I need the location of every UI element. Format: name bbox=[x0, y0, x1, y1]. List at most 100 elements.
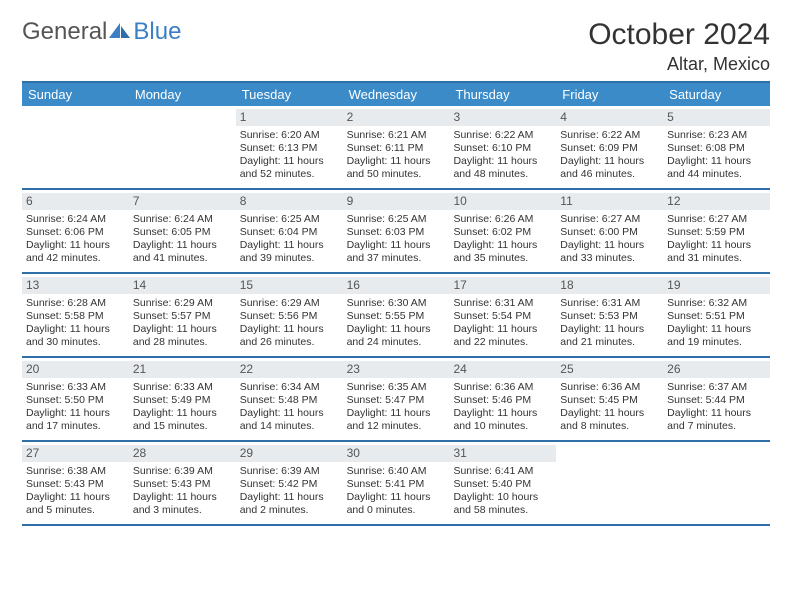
day-info-line: Sunrise: 6:40 AM bbox=[347, 465, 446, 478]
day-number: 8 bbox=[236, 193, 343, 210]
day-info-line: Sunset: 5:56 PM bbox=[240, 310, 339, 323]
day-cell: 2Sunrise: 6:21 AMSunset: 6:11 PMDaylight… bbox=[343, 106, 450, 188]
day-info-line: Daylight: 11 hours bbox=[347, 491, 446, 504]
day-info-line: and 33 minutes. bbox=[560, 252, 659, 265]
day-info-line: Sunrise: 6:21 AM bbox=[347, 129, 446, 142]
day-info-line: Sunset: 5:57 PM bbox=[133, 310, 232, 323]
day-cell: 24Sunrise: 6:36 AMSunset: 5:46 PMDayligh… bbox=[449, 358, 556, 440]
day-info-line: Daylight: 11 hours bbox=[667, 155, 766, 168]
day-number: 17 bbox=[449, 277, 556, 294]
day-info-line: Sunset: 5:42 PM bbox=[240, 478, 339, 491]
day-cell: 17Sunrise: 6:31 AMSunset: 5:54 PMDayligh… bbox=[449, 274, 556, 356]
day-info-line: and 41 minutes. bbox=[133, 252, 232, 265]
week-row: 13Sunrise: 6:28 AMSunset: 5:58 PMDayligh… bbox=[22, 274, 770, 358]
day-number: 28 bbox=[129, 445, 236, 462]
day-cell: 6Sunrise: 6:24 AMSunset: 6:06 PMDaylight… bbox=[22, 190, 129, 272]
day-number: 5 bbox=[663, 109, 770, 126]
day-info-line: Daylight: 11 hours bbox=[240, 155, 339, 168]
day-info-line: Sunset: 5:55 PM bbox=[347, 310, 446, 323]
day-info-line: Sunrise: 6:31 AM bbox=[453, 297, 552, 310]
day-info-line: and 5 minutes. bbox=[26, 504, 125, 517]
day-cell: 23Sunrise: 6:35 AMSunset: 5:47 PMDayligh… bbox=[343, 358, 450, 440]
day-cell bbox=[129, 106, 236, 188]
day-info-line: Daylight: 11 hours bbox=[667, 323, 766, 336]
day-cell: 27Sunrise: 6:38 AMSunset: 5:43 PMDayligh… bbox=[22, 442, 129, 524]
week-row: 1Sunrise: 6:20 AMSunset: 6:13 PMDaylight… bbox=[22, 106, 770, 190]
day-info-line: Daylight: 11 hours bbox=[560, 407, 659, 420]
day-info-line: Sunset: 5:44 PM bbox=[667, 394, 766, 407]
day-info-line: Sunrise: 6:28 AM bbox=[26, 297, 125, 310]
day-info-line: and 26 minutes. bbox=[240, 336, 339, 349]
day-cell: 11Sunrise: 6:27 AMSunset: 6:00 PMDayligh… bbox=[556, 190, 663, 272]
day-info-line: Sunrise: 6:27 AM bbox=[667, 213, 766, 226]
day-info-line: Sunrise: 6:36 AM bbox=[453, 381, 552, 394]
day-info-line: Sunrise: 6:27 AM bbox=[560, 213, 659, 226]
day-number: 14 bbox=[129, 277, 236, 294]
day-number: 29 bbox=[236, 445, 343, 462]
day-number: 12 bbox=[663, 193, 770, 210]
logo: General Blue bbox=[22, 18, 181, 46]
day-info-line: Sunrise: 6:30 AM bbox=[347, 297, 446, 310]
day-info-line: Daylight: 11 hours bbox=[347, 239, 446, 252]
day-number: 11 bbox=[556, 193, 663, 210]
day-number: 25 bbox=[556, 361, 663, 378]
day-cell: 21Sunrise: 6:33 AMSunset: 5:49 PMDayligh… bbox=[129, 358, 236, 440]
header: General Blue October 2024 Altar, Mexico bbox=[22, 18, 770, 75]
day-number: 15 bbox=[236, 277, 343, 294]
day-number: 19 bbox=[663, 277, 770, 294]
day-info-line: Sunrise: 6:36 AM bbox=[560, 381, 659, 394]
day-cell: 31Sunrise: 6:41 AMSunset: 5:40 PMDayligh… bbox=[449, 442, 556, 524]
day-number: 26 bbox=[663, 361, 770, 378]
day-cell: 18Sunrise: 6:31 AMSunset: 5:53 PMDayligh… bbox=[556, 274, 663, 356]
day-header: Monday bbox=[129, 83, 236, 106]
day-info-line: and 8 minutes. bbox=[560, 420, 659, 433]
day-info-line: Daylight: 11 hours bbox=[26, 491, 125, 504]
day-cell: 28Sunrise: 6:39 AMSunset: 5:43 PMDayligh… bbox=[129, 442, 236, 524]
day-number: 1 bbox=[236, 109, 343, 126]
day-info-line: Daylight: 11 hours bbox=[453, 239, 552, 252]
day-number: 22 bbox=[236, 361, 343, 378]
day-info-line: and 22 minutes. bbox=[453, 336, 552, 349]
day-info-line: Sunset: 5:43 PM bbox=[26, 478, 125, 491]
day-info-line: Daylight: 11 hours bbox=[560, 323, 659, 336]
day-cell: 30Sunrise: 6:40 AMSunset: 5:41 PMDayligh… bbox=[343, 442, 450, 524]
calendar: SundayMondayTuesdayWednesdayThursdayFrid… bbox=[22, 81, 770, 526]
day-info-line: and 44 minutes. bbox=[667, 168, 766, 181]
day-info-line: Sunset: 5:53 PM bbox=[560, 310, 659, 323]
day-info-line: Sunrise: 6:25 AM bbox=[240, 213, 339, 226]
day-cell: 20Sunrise: 6:33 AMSunset: 5:50 PMDayligh… bbox=[22, 358, 129, 440]
day-number: 31 bbox=[449, 445, 556, 462]
day-info-line: Sunset: 5:46 PM bbox=[453, 394, 552, 407]
day-header: Saturday bbox=[663, 83, 770, 106]
day-number: 3 bbox=[449, 109, 556, 126]
day-info-line: Sunrise: 6:34 AM bbox=[240, 381, 339, 394]
day-info-line: Daylight: 11 hours bbox=[240, 239, 339, 252]
day-cell: 22Sunrise: 6:34 AMSunset: 5:48 PMDayligh… bbox=[236, 358, 343, 440]
day-info-line: and 7 minutes. bbox=[667, 420, 766, 433]
day-cell: 25Sunrise: 6:36 AMSunset: 5:45 PMDayligh… bbox=[556, 358, 663, 440]
day-info-line: and 19 minutes. bbox=[667, 336, 766, 349]
day-info-line: Sunset: 5:43 PM bbox=[133, 478, 232, 491]
day-info-line: Sunset: 6:00 PM bbox=[560, 226, 659, 239]
day-info-line: Daylight: 11 hours bbox=[26, 239, 125, 252]
day-info-line: Daylight: 11 hours bbox=[347, 407, 446, 420]
day-info-line: Sunrise: 6:23 AM bbox=[667, 129, 766, 142]
day-info-line: and 37 minutes. bbox=[347, 252, 446, 265]
day-number: 20 bbox=[22, 361, 129, 378]
day-cell: 8Sunrise: 6:25 AMSunset: 6:04 PMDaylight… bbox=[236, 190, 343, 272]
day-number: 16 bbox=[343, 277, 450, 294]
day-info-line: Sunrise: 6:24 AM bbox=[133, 213, 232, 226]
day-header: Tuesday bbox=[236, 83, 343, 106]
week-row: 27Sunrise: 6:38 AMSunset: 5:43 PMDayligh… bbox=[22, 442, 770, 526]
day-info-line: Sunrise: 6:25 AM bbox=[347, 213, 446, 226]
day-info-line: Daylight: 11 hours bbox=[26, 407, 125, 420]
day-info-line: Sunset: 6:08 PM bbox=[667, 142, 766, 155]
day-number: 30 bbox=[343, 445, 450, 462]
day-info-line: Daylight: 11 hours bbox=[667, 407, 766, 420]
day-info-line: Sunset: 6:13 PM bbox=[240, 142, 339, 155]
day-info-line: and 10 minutes. bbox=[453, 420, 552, 433]
day-number: 23 bbox=[343, 361, 450, 378]
day-header-row: SundayMondayTuesdayWednesdayThursdayFrid… bbox=[22, 83, 770, 106]
day-info-line: and 12 minutes. bbox=[347, 420, 446, 433]
day-number: 13 bbox=[22, 277, 129, 294]
